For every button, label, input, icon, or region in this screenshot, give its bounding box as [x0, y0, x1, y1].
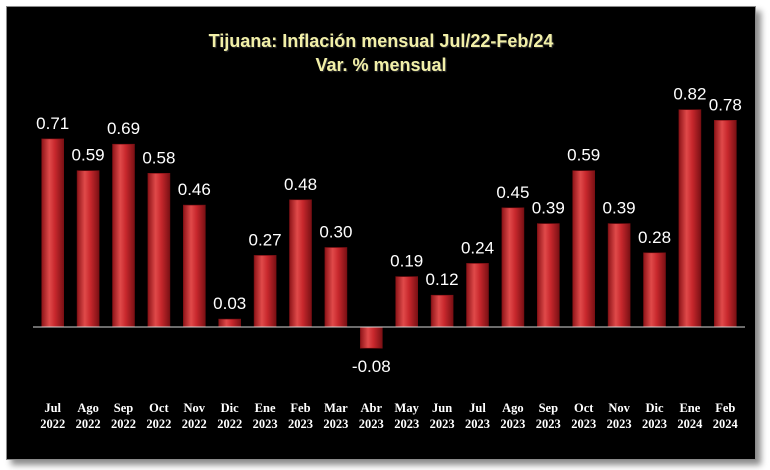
- bar-feb-2023: [289, 199, 312, 328]
- bar-feb-2024: [713, 120, 737, 328]
- x-tick-year-label: 2023: [323, 417, 348, 431]
- value-label: 0.48: [284, 175, 317, 194]
- value-label: 0.28: [638, 228, 671, 247]
- bar-ene-2024: [678, 109, 702, 328]
- x-tick-month-label: Jul: [44, 401, 61, 415]
- value-label: 0.19: [390, 252, 423, 271]
- x-tick-month-label: Ene: [679, 401, 700, 415]
- value-label: 0.78: [709, 95, 742, 114]
- x-tick-month-label: Nov: [184, 401, 206, 415]
- x-tick-year-label: 2022: [111, 417, 136, 431]
- x-tick-year-label: 2023: [359, 417, 384, 431]
- x-tick-month-label: Ago: [77, 401, 99, 415]
- x-tick-year-label: 2022: [76, 417, 101, 431]
- bar-ago-2023: [501, 207, 525, 328]
- bar-ago-2022: [76, 170, 100, 328]
- x-tick-year-label: 2023: [253, 417, 278, 431]
- value-label: 0.27: [249, 230, 282, 249]
- x-tick-month-label: Ago: [502, 401, 524, 415]
- value-label: 0.39: [603, 199, 636, 218]
- bars-layer: [41, 109, 737, 349]
- bar-mar-2023: [324, 247, 348, 328]
- value-label: 0.46: [178, 180, 211, 199]
- x-tick-month-label: Jul: [469, 401, 486, 415]
- value-label: 0.59: [567, 146, 600, 165]
- x-tick-year-label: 2023: [500, 417, 525, 431]
- x-tick-month-label: Feb: [290, 401, 310, 415]
- bar-abr-2023: [359, 326, 383, 349]
- bar-chart: 0.710.590.690.580.460.030.270.480.30-0.0…: [33, 85, 745, 431]
- x-tick-year-label: 2023: [536, 417, 561, 431]
- bar-oct-2023: [572, 170, 596, 328]
- x-tick-year-label: 2022: [146, 417, 171, 431]
- x-tick-year-label: 2023: [394, 417, 419, 431]
- value-label: 0.59: [72, 146, 105, 165]
- x-tick-month-label: Nov: [608, 401, 630, 415]
- value-label: 0.12: [426, 270, 459, 289]
- value-label: 0.45: [496, 183, 529, 202]
- chart-title-block: Tijuana: Inflación mensual Jul/22-Feb/24…: [7, 29, 755, 77]
- bar-dic-2023: [643, 252, 666, 328]
- x-tick-year-label: 2023: [607, 417, 632, 431]
- bar-jul-2022: [41, 138, 65, 328]
- x-tick-month-label: Dic: [645, 401, 664, 415]
- bar-sep-2022: [112, 143, 135, 328]
- x-tick-year-label: 2023: [465, 417, 490, 431]
- bar-oct-2022: [147, 173, 171, 328]
- bar-jun-2023: [430, 294, 454, 328]
- bar-nov-2023: [607, 223, 631, 328]
- x-tick-month-label: Oct: [574, 401, 594, 415]
- x-tick-month-label: Feb: [715, 401, 735, 415]
- chart-title: Tijuana: Inflación mensual Jul/22-Feb/24: [208, 31, 554, 51]
- x-tick-month-label: Sep: [539, 401, 559, 415]
- x-tick-month-label: Dic: [221, 401, 240, 415]
- value-label: 0.30: [319, 223, 352, 242]
- bar-dic-2022: [218, 318, 241, 328]
- bar-sep-2023: [536, 223, 560, 328]
- x-tick-month-label: Ene: [255, 401, 276, 415]
- x-tick-year-label: 2023: [571, 417, 596, 431]
- x-tick-year-label: 2023: [288, 417, 313, 431]
- value-label: 0.69: [107, 119, 140, 138]
- x-tick-year-label: 2024: [713, 417, 739, 431]
- x-tick-month-label: Jun: [432, 401, 452, 415]
- value-label: 0.58: [142, 148, 175, 167]
- x-tick-year-label: 2023: [430, 417, 455, 431]
- chart-frame: Tijuana: Inflación mensual Jul/22-Feb/24…: [6, 6, 756, 460]
- value-label: 0.71: [36, 114, 69, 133]
- x-tick-labels-layer: Jul 2022 Ago 2022 Sep 2022 Oct 2022 Nov 2022 Dic 20…: [40, 401, 738, 431]
- chart-subtitle: Var. % mensual: [315, 55, 447, 75]
- value-label: 0.39: [532, 199, 565, 218]
- x-tick-month-label: Abr: [361, 401, 383, 415]
- value-label: -0.08: [352, 357, 391, 376]
- value-label: 0.24: [461, 238, 494, 257]
- x-tick-month-label: May: [395, 401, 420, 415]
- x-tick-year-label: 2022: [217, 417, 242, 431]
- x-tick-year-label: 2022: [182, 417, 207, 431]
- x-tick-year-label: 2022: [40, 417, 65, 431]
- value-labels-layer: 0.710.590.690.580.460.030.270.480.30-0.0…: [36, 85, 742, 377]
- bar-may-2023: [395, 276, 419, 328]
- bar-ene-2023: [253, 255, 277, 328]
- x-tick-year-label: 2023: [642, 417, 667, 431]
- value-label: 0.82: [673, 85, 706, 104]
- x-tick-month-label: Sep: [114, 401, 134, 415]
- x-tick-month-label: Mar: [324, 401, 348, 415]
- bar-nov-2022: [183, 204, 206, 328]
- x-tick-month-label: Oct: [149, 401, 169, 415]
- bar-jul-2023: [466, 263, 489, 328]
- value-label: 0.03: [213, 294, 246, 313]
- x-tick-year-label: 2024: [677, 417, 703, 431]
